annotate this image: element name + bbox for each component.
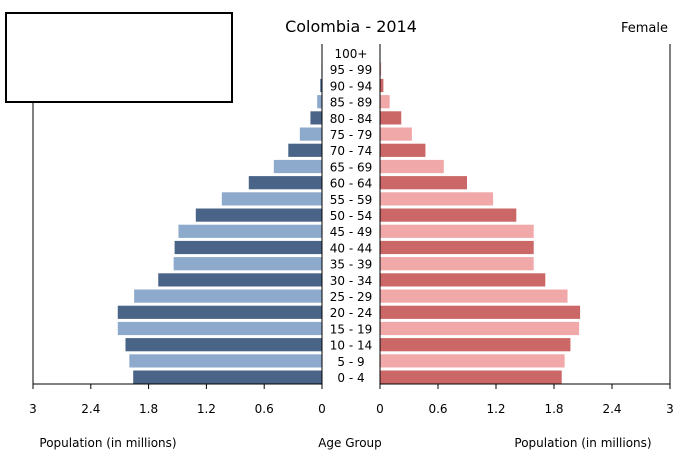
- bar-left: [299, 127, 322, 141]
- age-group-label: 85 - 89: [330, 96, 373, 110]
- bar-left: [317, 95, 322, 109]
- bar-right: [380, 224, 534, 238]
- tick-label: 1.8: [139, 402, 158, 416]
- age-group-label: 90 - 94: [330, 79, 373, 93]
- blank-overlay-box: [5, 12, 233, 103]
- tick-label: 0.6: [428, 402, 447, 416]
- bar-right: [380, 176, 467, 190]
- bar-left: [221, 192, 322, 206]
- female-label: Female: [621, 21, 668, 36]
- bar-left: [310, 111, 322, 125]
- bar-left: [173, 257, 322, 271]
- bar-right: [380, 338, 571, 352]
- age-group-label: 55 - 59: [330, 193, 373, 207]
- left-axis-frame: [32, 44, 323, 385]
- age-group-label: 25 - 29: [330, 290, 373, 304]
- age-group-labels: 100+ 95 - 99 90 - 94 85 - 89 80 - 84 75 - 79 7…: [330, 47, 373, 385]
- bar-left: [117, 321, 322, 336]
- age-group-label: 65 - 69: [330, 160, 373, 174]
- bar-right: [380, 62, 382, 76]
- tick-group: 3 2.4 1.8 1.2 0.6 0 0 0.6 1.2 1.8 2.4 3: [29, 384, 674, 416]
- bar-left: [133, 370, 322, 384]
- bar-left: [273, 159, 322, 174]
- bar-right: [380, 240, 534, 255]
- bar-right: [380, 95, 390, 109]
- tick-label: 0: [376, 402, 384, 416]
- bar-left: [178, 224, 322, 238]
- age-group-label: 60 - 64: [330, 177, 373, 191]
- bar-left: [134, 289, 322, 303]
- age-group-label: 100+: [335, 47, 368, 61]
- tick-label: 0: [318, 402, 326, 416]
- age-group-label: 35 - 39: [330, 258, 373, 272]
- bar-right: [380, 208, 517, 222]
- bar-left: [248, 176, 322, 190]
- age-group-label: 30 - 34: [330, 274, 373, 288]
- axes-group: [32, 44, 671, 385]
- bar-right: [380, 289, 568, 303]
- bar-left: [174, 240, 322, 255]
- tick-label: 1.2: [197, 402, 216, 416]
- bar-left: [320, 78, 322, 93]
- bar-left: [117, 305, 322, 319]
- bar-right: [380, 127, 412, 141]
- right-axis-frame: [379, 44, 671, 385]
- tick-label: 3: [29, 402, 37, 416]
- tick-label: 0.6: [255, 402, 274, 416]
- age-group-label: 70 - 74: [330, 144, 373, 158]
- age-group-label: 95 - 99: [330, 63, 373, 77]
- age-group-label: 0 - 4: [337, 371, 364, 385]
- bar-right: [380, 354, 565, 368]
- bars-group: [117, 46, 581, 384]
- bar-left: [125, 338, 322, 352]
- bar-left: [195, 208, 322, 222]
- left-x-axis-title: Population (in millions): [39, 436, 176, 450]
- bar-right: [380, 159, 444, 174]
- bar-left: [158, 273, 322, 287]
- bar-left: [129, 354, 322, 368]
- bar-right: [380, 111, 402, 125]
- right-x-axis-title: Population (in millions): [514, 436, 651, 450]
- age-group-label: 15 - 19: [330, 322, 373, 336]
- tick-label: 2.4: [81, 402, 100, 416]
- age-group-label: 20 - 24: [330, 306, 373, 320]
- tick-label: 2.4: [602, 402, 621, 416]
- age-group-label: 50 - 54: [330, 209, 373, 223]
- bar-right: [380, 257, 534, 271]
- bar-left: [288, 143, 322, 157]
- age-group-label: 40 - 44: [330, 241, 373, 255]
- bar-right: [380, 321, 580, 336]
- bar-right: [380, 78, 384, 93]
- tick-label: 1.2: [486, 402, 505, 416]
- bar-right: [380, 370, 562, 384]
- bar-right: [380, 192, 494, 206]
- tick-label: 3: [666, 402, 674, 416]
- bar-right: [380, 273, 546, 287]
- chart-title: Colombia - 2014: [285, 17, 417, 36]
- age-group-label: 45 - 49: [330, 225, 373, 239]
- age-group-label: 75 - 79: [330, 128, 373, 142]
- age-group-label: 5 - 9: [337, 355, 364, 369]
- age-group-label: 10 - 14: [330, 339, 373, 353]
- age-group-label: 80 - 84: [330, 112, 373, 126]
- center-axis-title: Age Group: [318, 436, 382, 450]
- tick-label: 1.8: [544, 402, 563, 416]
- bar-right: [380, 143, 426, 157]
- bar-right: [380, 305, 581, 319]
